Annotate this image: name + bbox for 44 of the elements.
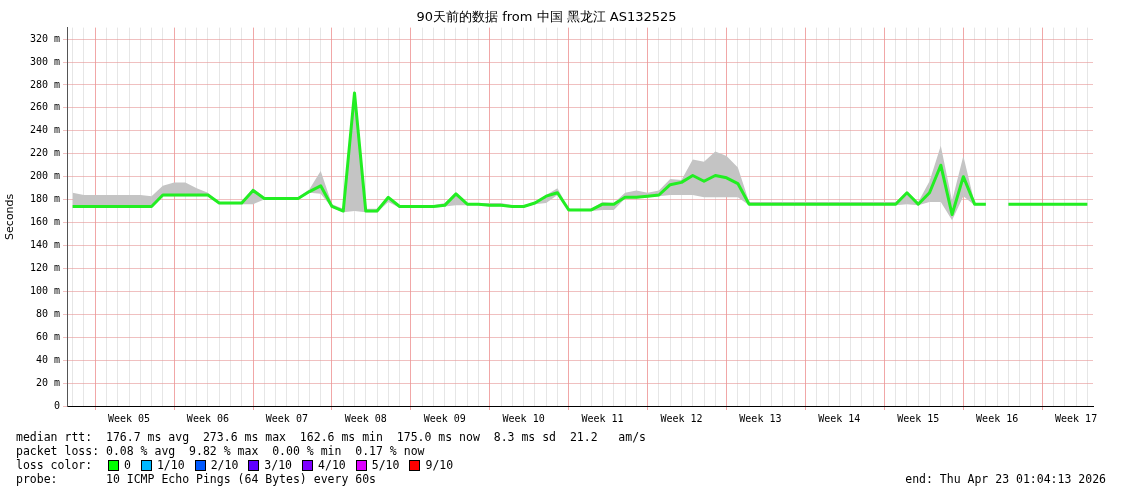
- y-tick-label: 20 m: [35, 376, 60, 388]
- y-tick-label: 120 m: [29, 261, 60, 273]
- x-tick-label: Week 14: [818, 412, 861, 424]
- x-tick-label: Week 07: [265, 412, 308, 424]
- y-tick-label: 40 m: [35, 353, 60, 365]
- y-tick-label: 200 m: [29, 170, 60, 182]
- x-tick-label: Week 13: [739, 412, 782, 424]
- text: 9/10: [425, 458, 454, 472]
- y-tick-label: 220 m: [29, 147, 60, 159]
- chart-title: 90天前的数据 from 中国 黑龙江 AS132525: [416, 9, 677, 25]
- y-tick-label: 240 m: [29, 124, 60, 136]
- text: 4/10: [318, 458, 346, 472]
- y-tick-label: 140 m: [29, 239, 60, 251]
- x-tick-label: Week 15: [897, 412, 940, 424]
- text: 3/10: [264, 458, 293, 472]
- text: 2/10: [210, 458, 239, 472]
- y-tick-label: 260 m: [29, 101, 60, 113]
- x-tick-label: Week 06: [186, 412, 230, 424]
- x-tick-label: Week 10: [502, 412, 545, 424]
- y-axis-title: Seconds: [3, 193, 17, 240]
- y-tick-label: 0: [53, 399, 60, 411]
- text: 0: [124, 458, 131, 472]
- y-tick-label: 180 m: [29, 193, 60, 205]
- x-tick-label: Week 09: [423, 412, 466, 424]
- x-tick-label: Week 17: [1055, 412, 1098, 424]
- text: loss color:: [16, 458, 94, 472]
- x-tick-label: Week 12: [660, 412, 703, 424]
- y-tick-label: 60 m: [35, 330, 60, 342]
- text: end: Thu Apr 23 01:04:13 2026: [905, 472, 1106, 486]
- text: median rtt: 176.7 ms avg 273.6 ms max 162.6 ms min 175.0 ms now 8.3 ms sd 21.2 am/s: [16, 430, 648, 444]
- text: packet loss: 0.08 % avg 9.82 % max 0.00 % min 0.17 % now: [16, 444, 426, 458]
- text: probe: 10 ICMP Echo Pings (64 Bytes) every 60s: [16, 472, 377, 486]
- y-tick-label: 100 m: [29, 284, 60, 296]
- x-tick-label: Week 11: [581, 412, 624, 424]
- y-tick-label: 160 m: [29, 216, 60, 228]
- text: 5/10: [371, 458, 400, 472]
- x-tick-label: Week 16: [976, 412, 1019, 424]
- y-tick-label: 320 m: [29, 32, 60, 44]
- y-tick-label: 300 m: [29, 55, 60, 67]
- y-tick-label: 80 m: [35, 307, 60, 319]
- text: 1/10: [156, 458, 185, 472]
- y-tick-label: 280 m: [29, 78, 60, 90]
- x-tick-label: Week 05: [107, 412, 151, 424]
- x-tick-label: Week 08: [344, 412, 387, 424]
